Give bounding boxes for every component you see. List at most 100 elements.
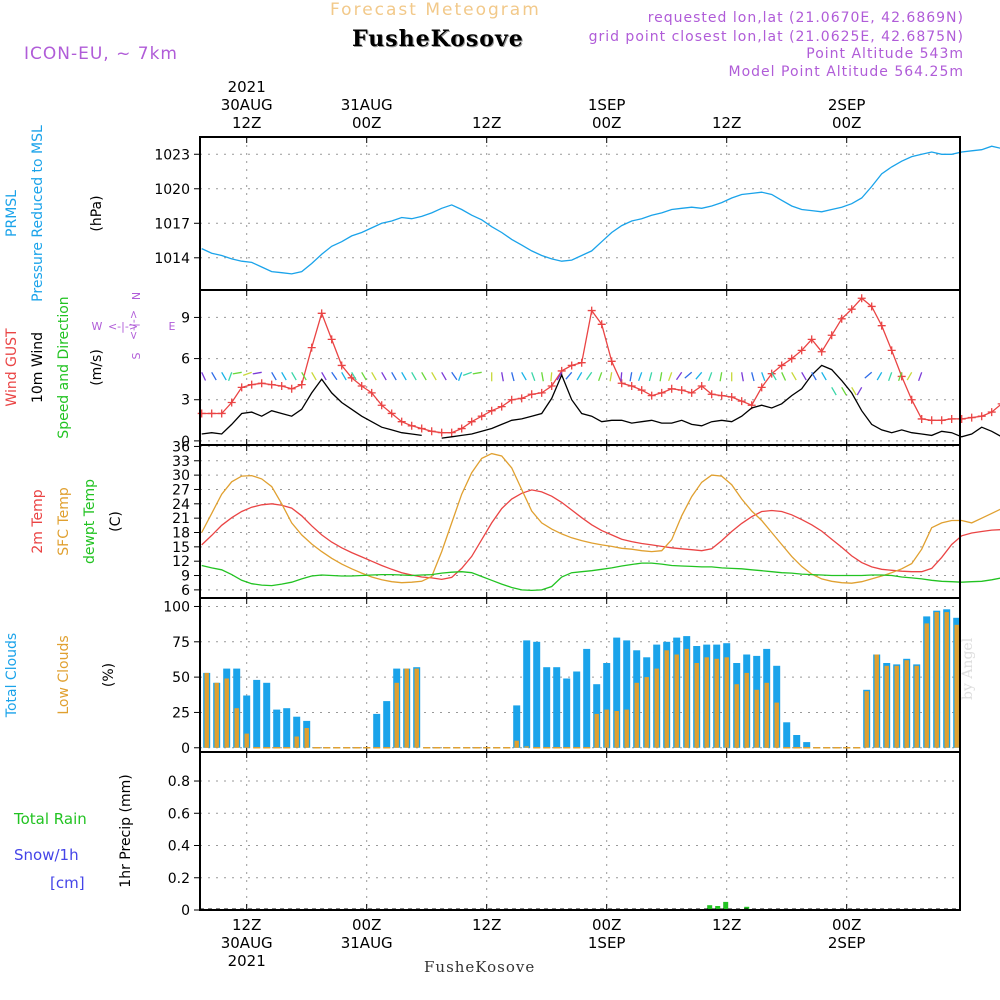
wind-arrow xyxy=(576,371,583,381)
bar xyxy=(243,695,251,748)
bar xyxy=(654,668,659,748)
top-date-label: 31AUG xyxy=(341,96,393,114)
wind-arrow xyxy=(291,371,297,381)
gust-point xyxy=(887,346,896,355)
series-low-clouds xyxy=(204,612,959,749)
y-tick-label: 3 xyxy=(181,393,190,409)
wind-arrow xyxy=(719,372,723,382)
model-altitude: Model Point Altitude 564.25m xyxy=(728,64,964,80)
gust-point xyxy=(997,403,1000,405)
wind-arrow xyxy=(341,371,347,381)
wind-arrow xyxy=(751,372,755,382)
wind-arrow xyxy=(451,371,458,381)
gust-point xyxy=(987,408,996,417)
gust-point xyxy=(687,388,696,397)
wind-arrow xyxy=(556,371,563,381)
gust-point xyxy=(577,358,586,367)
gust-point xyxy=(607,357,616,366)
wind-arrow xyxy=(281,371,287,381)
wind-arrow xyxy=(211,371,217,381)
bar xyxy=(514,740,519,748)
total-rain-label: Total Rain xyxy=(13,810,87,828)
wind-arrow xyxy=(457,372,463,382)
compass-s: S xyxy=(130,352,143,359)
bar xyxy=(294,736,299,748)
gust-point xyxy=(257,379,266,388)
wind-arrow xyxy=(321,371,327,381)
gust-point xyxy=(237,383,246,392)
gust-point xyxy=(447,428,456,437)
y-tick-label: 6 xyxy=(181,352,190,368)
bottom-hour-label: 00Z xyxy=(832,916,861,934)
bar xyxy=(253,679,261,748)
y-tick-label: 1020 xyxy=(154,182,190,198)
bar xyxy=(954,624,959,748)
wind-arrow xyxy=(667,372,673,382)
bar xyxy=(874,654,879,748)
y-tick-label: 0 xyxy=(181,903,190,919)
gust-point xyxy=(877,321,886,330)
wind-arrow xyxy=(620,372,623,382)
bar xyxy=(293,716,301,748)
gust-point xyxy=(207,409,216,418)
gust-point xyxy=(627,382,636,391)
wind-arrow xyxy=(201,372,207,381)
bar xyxy=(904,660,909,748)
bar xyxy=(394,682,399,748)
series-wind-gust xyxy=(197,294,1000,437)
bottom-date-label: 31AUG xyxy=(341,934,393,952)
wind-arrow xyxy=(887,372,893,382)
compass-w: W xyxy=(92,320,103,333)
bar xyxy=(864,691,869,748)
wind-arrow xyxy=(761,372,766,382)
series-line xyxy=(201,297,1000,434)
bottom-hour-label: 12Z xyxy=(472,916,501,934)
snow-unit-label: [cm] xyxy=(50,874,85,892)
gust-point xyxy=(197,409,206,418)
wind-arrow xyxy=(675,371,683,381)
series-line xyxy=(201,364,1000,439)
axis-label: (m/s) xyxy=(89,349,105,386)
y-tick-label: 6 xyxy=(181,583,190,599)
gust-point xyxy=(467,417,476,426)
gust-point xyxy=(437,428,446,437)
wind-arrow xyxy=(637,372,643,382)
point-altitude: Point Altitude 543m xyxy=(806,46,964,62)
bar xyxy=(234,708,239,748)
bar xyxy=(944,612,949,748)
station-title: FusheKosove xyxy=(352,26,524,52)
y-tick-label: 21 xyxy=(172,511,190,527)
axis-label: (hPa) xyxy=(89,195,105,231)
wind-arrow xyxy=(811,371,817,381)
panel-frame xyxy=(199,751,961,911)
top-hour-label: 00Z xyxy=(352,114,381,132)
bottom-hour-label: 12Z xyxy=(232,916,261,934)
y-tick-label: 9 xyxy=(181,569,190,585)
wind-arrow xyxy=(501,372,504,382)
wind-arrow xyxy=(462,371,472,377)
forecast-title: Forecast Meteogram xyxy=(330,0,541,20)
wind-arrow xyxy=(531,372,536,382)
bar xyxy=(614,711,619,748)
gust-point xyxy=(497,402,506,411)
axis-label: SFC Temp xyxy=(56,487,72,556)
gust-point xyxy=(947,414,956,423)
top-date-label: 1SEP xyxy=(588,96,626,114)
bar xyxy=(674,654,679,748)
bar xyxy=(214,682,219,748)
bar xyxy=(803,742,811,748)
wind-arrow xyxy=(917,372,923,382)
y-tick-label: 0.2 xyxy=(168,871,190,887)
gust-point xyxy=(697,382,706,391)
series-2m-temp xyxy=(201,489,1000,581)
bar xyxy=(383,701,391,748)
gust-point xyxy=(657,388,666,397)
panel-2: 0 3 6 9 Wind GUST 10m Wind Speed and Direction… xyxy=(4,289,1000,450)
gust-point xyxy=(837,314,846,323)
gust-point xyxy=(397,417,406,426)
wind-arrow xyxy=(629,372,633,382)
bar xyxy=(604,709,609,748)
gust-point xyxy=(377,401,386,410)
gust-point xyxy=(477,412,486,421)
